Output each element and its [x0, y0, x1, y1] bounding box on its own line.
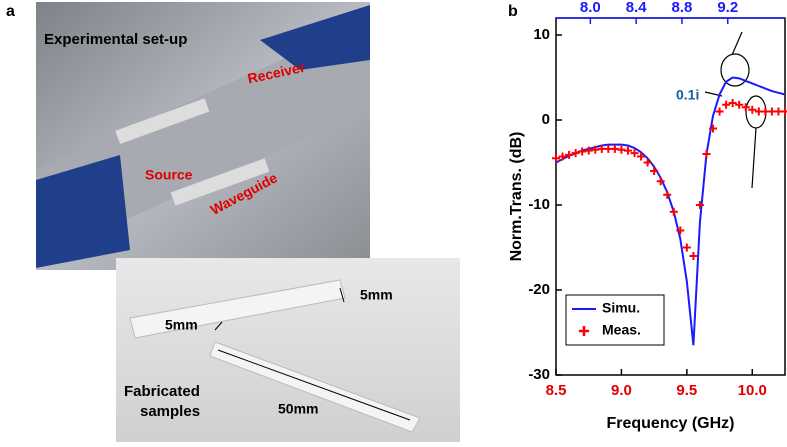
panel-label: b: [508, 3, 518, 20]
series-marker: [643, 158, 652, 167]
series-marker: [558, 152, 567, 161]
legend-label: Meas.: [602, 322, 641, 338]
series-marker: [637, 152, 646, 161]
series-marker: [682, 243, 691, 252]
series-marker: [728, 99, 737, 107]
legend-box: [565, 294, 665, 346]
photo-title: Experimental set-up: [44, 31, 187, 48]
y-tick-label: 10: [533, 26, 550, 43]
series-marker: [735, 100, 744, 109]
samples-label: Fabricated: [124, 383, 200, 400]
x-tick-label: 9.0: [611, 382, 632, 399]
annotation: 0.1i: [676, 87, 699, 103]
series-marker: [709, 124, 718, 133]
y-tick-label: -20: [528, 281, 550, 298]
y-axis-label: Norm.Trans. (dB): [508, 132, 525, 262]
series-marker: [702, 150, 711, 158]
samples-label: samples: [140, 403, 200, 420]
series-marker: [741, 103, 750, 112]
setup-photo: [36, 2, 370, 270]
length-label: 50mm: [278, 401, 318, 417]
series-marker: [650, 167, 659, 175]
width-label: 5mm: [165, 317, 198, 333]
x-tick-label: 9.5: [676, 382, 697, 399]
y-tick-label: -10: [528, 196, 550, 213]
series-marker: [630, 149, 639, 158]
series-marker: [695, 201, 704, 209]
x2-tick-label: 9.2: [717, 0, 738, 16]
samples-photo: [116, 258, 460, 442]
series-marker: [781, 107, 787, 116]
series-marker: [663, 190, 672, 199]
series-marker: [722, 100, 731, 109]
x-tick-label: 8.5: [546, 382, 567, 399]
y-tick-label: -30: [528, 366, 550, 383]
legend-label: Simu.: [602, 300, 640, 316]
x2-tick-label: 8.8: [672, 0, 693, 16]
series-marker: [656, 177, 665, 186]
series-marker: [623, 146, 632, 155]
series-marker: [565, 150, 574, 159]
series-marker: [669, 207, 678, 216]
x2-tick-label: 8.4: [626, 0, 648, 16]
panel-label: a: [6, 3, 15, 20]
series-marker: [689, 252, 698, 260]
series-line: [555, 76, 786, 346]
x-tick-label: 10.0: [738, 382, 767, 399]
series-marker: [552, 154, 560, 163]
series-marker: [715, 107, 724, 116]
source-label: Source: [145, 167, 193, 183]
y-tick-label: 0: [542, 111, 550, 128]
series-marker: [748, 105, 757, 114]
x-axis-label: Frequency (GHz): [606, 415, 734, 432]
series-marker: [676, 226, 685, 235]
legend-swatch: [579, 326, 589, 336]
x2-tick-label: 8.0: [580, 0, 601, 16]
series-marker: [571, 149, 580, 158]
height-label: 5mm: [360, 287, 393, 303]
